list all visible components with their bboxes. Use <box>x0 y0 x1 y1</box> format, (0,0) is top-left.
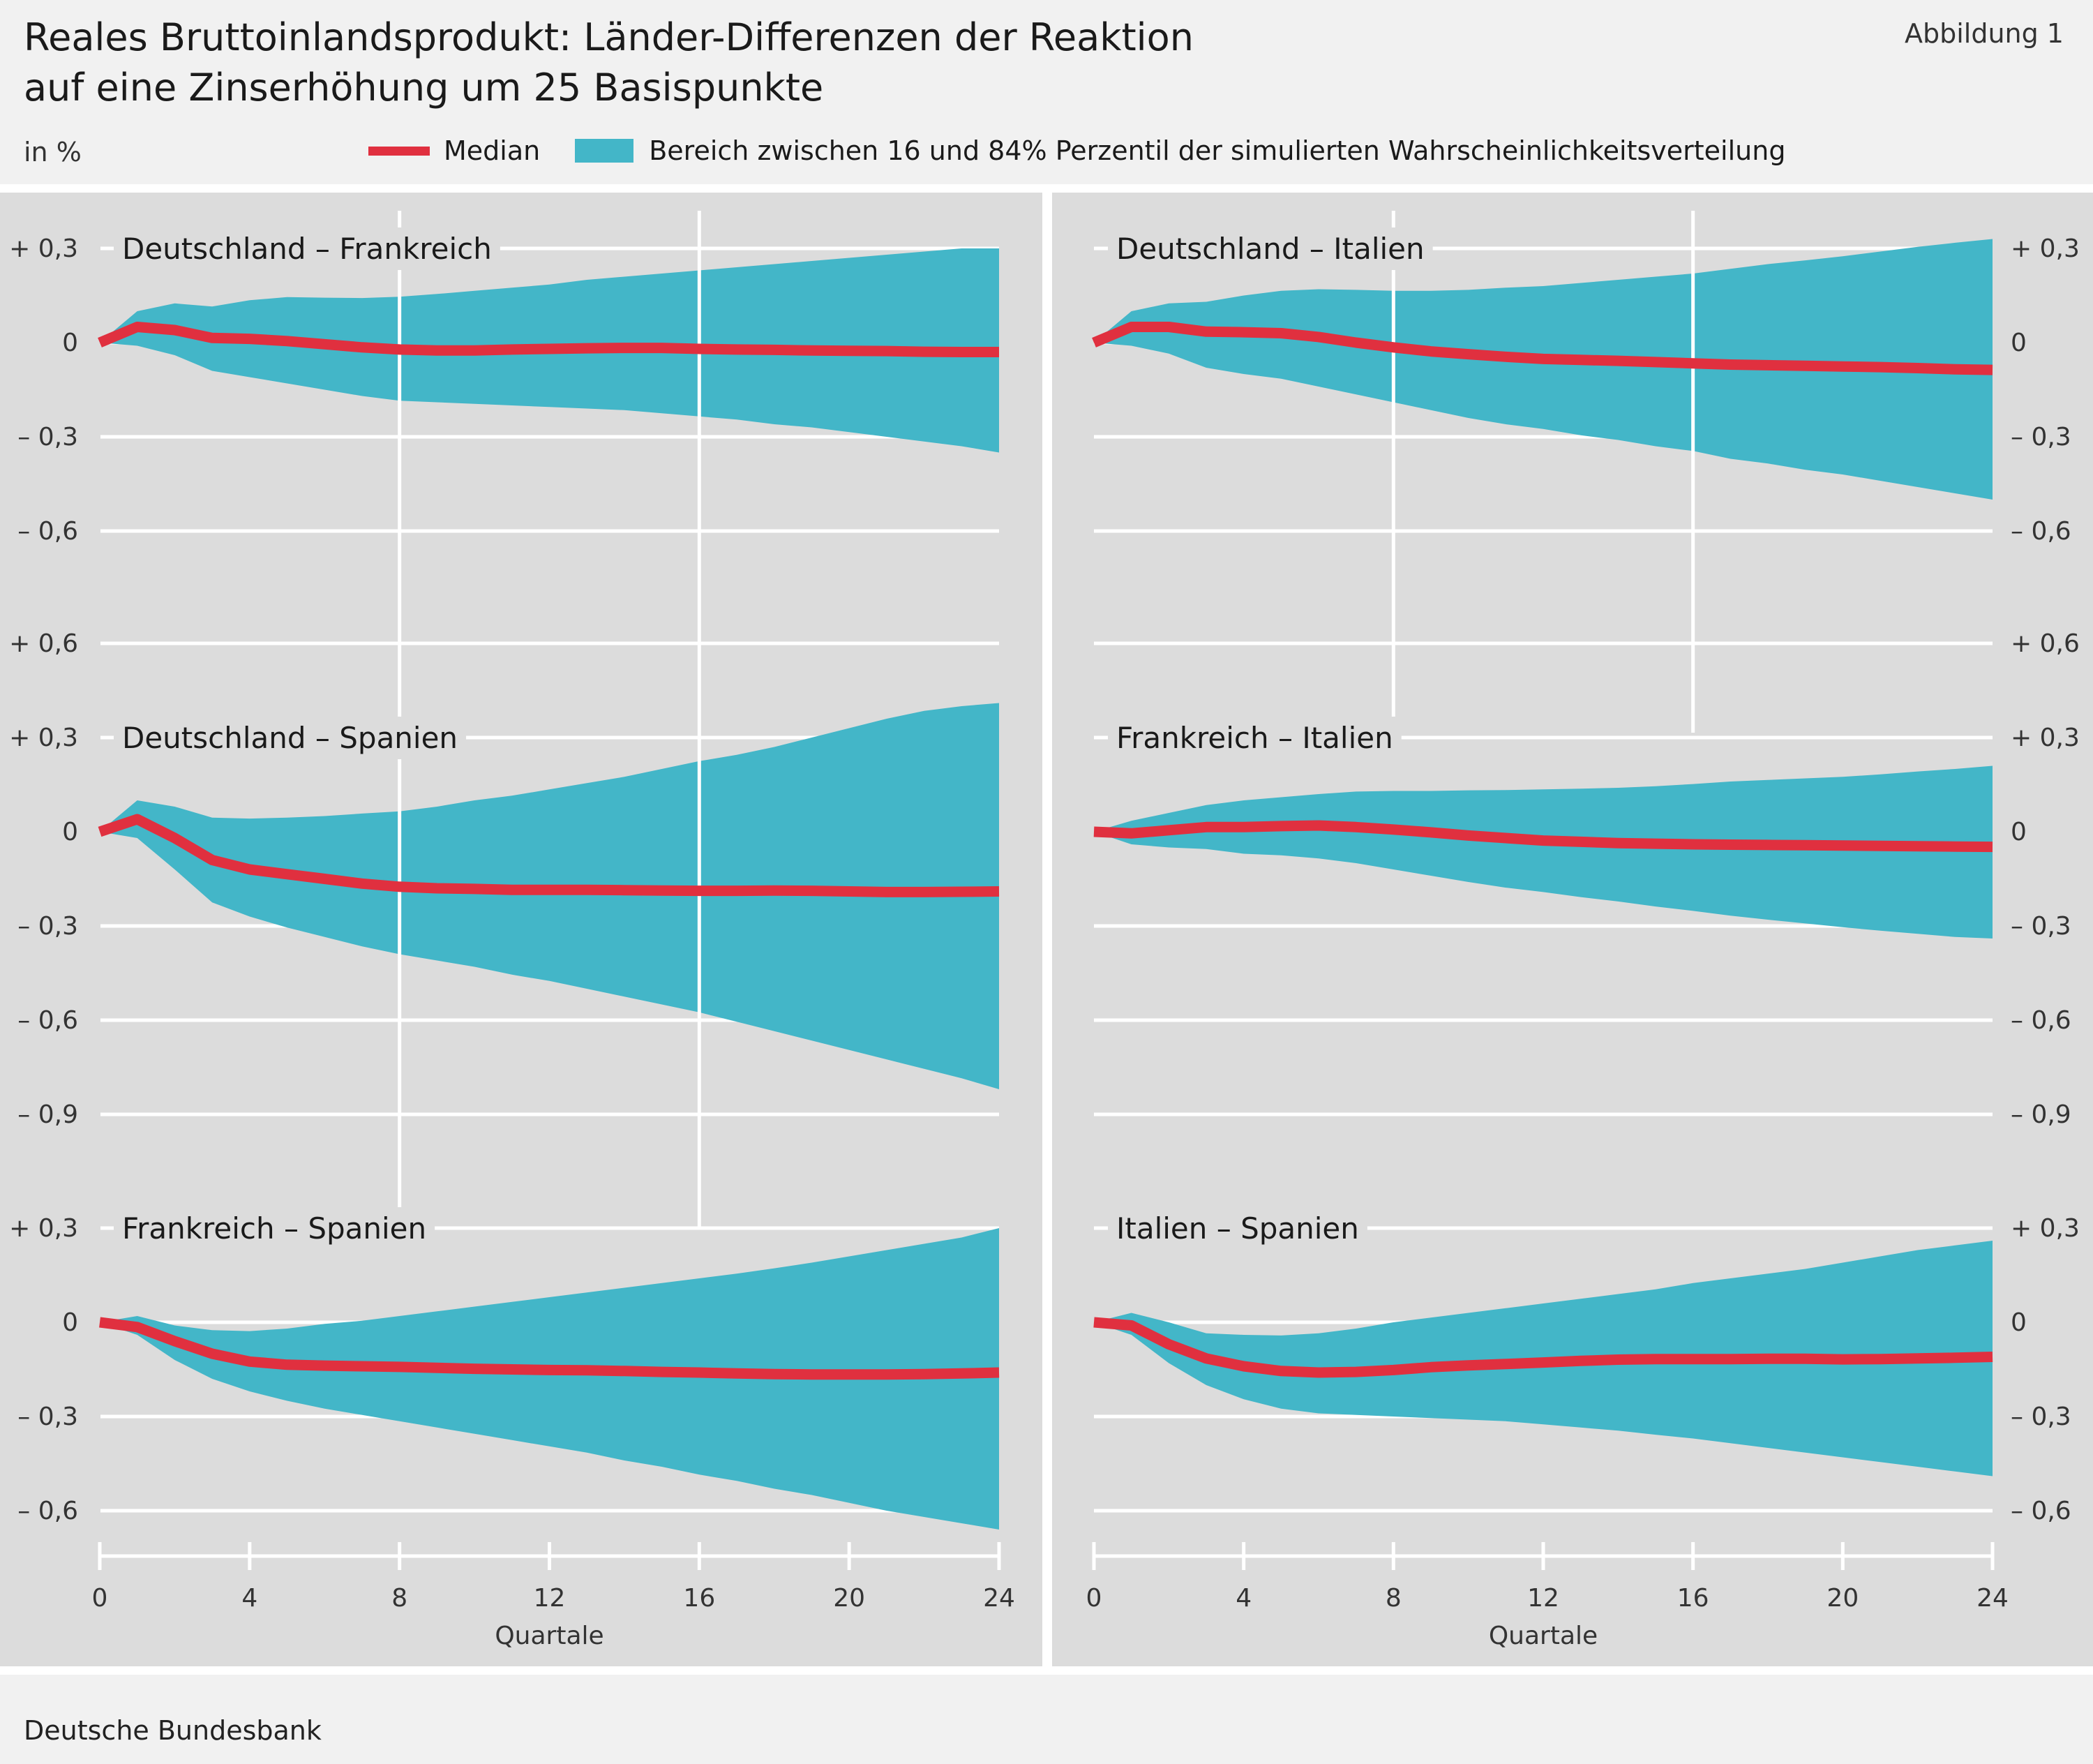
legend: Median Bereich zwischen 16 und 84% Perze… <box>368 135 1820 166</box>
x-tick-label-right: 12 <box>1527 1584 1559 1613</box>
y-tick-label-right-top: 0 <box>2011 329 2027 357</box>
panel-title-background <box>114 1207 435 1250</box>
median-line-frankreich-spanien <box>99 1317 1000 1380</box>
panel-title-frankreich-spanien: Frankreich – Spanien <box>122 1211 426 1246</box>
x-axis-label-right: Quartale <box>1489 1622 1598 1650</box>
y-tick-label-left-top: 0 <box>62 329 78 357</box>
y-tick-label-left-middle: 0 <box>62 818 78 846</box>
y-tick-label-left-top: – 0,3 <box>17 423 78 451</box>
legend-band-label: Bereich zwischen 16 und 84% Perzentil de… <box>649 135 1786 166</box>
x-tick-label-left: 20 <box>833 1584 865 1613</box>
panel-title-deutschland-spanien: Deutschland – Spanien <box>122 721 458 755</box>
band-frankreich-italien <box>1094 765 1993 939</box>
y-tick-label-right-bottom: 0 <box>2011 1308 2027 1337</box>
x-tick-label-left: 4 <box>241 1584 257 1613</box>
x-tick-label-right: 16 <box>1677 1584 1709 1613</box>
band-deutschland-italien <box>1094 239 1993 500</box>
x-tick-label-right: 4 <box>1236 1584 1252 1613</box>
legend-item-band: Bereich zwischen 16 und 84% Perzentil de… <box>575 135 1785 166</box>
y-tick-label-left-top: – 0,6 <box>17 517 78 546</box>
y-tick-label-right-bottom: – 0,3 <box>2011 1403 2071 1431</box>
panel-title-deutschland-italien: Deutschland – Italien <box>1116 232 1425 266</box>
panel-title-background <box>1108 717 1402 759</box>
y-tick-label-left-middle: – 0,9 <box>17 1100 78 1129</box>
median-lines <box>98 322 1993 1380</box>
x-tick-label-left: 8 <box>391 1584 407 1613</box>
y-tick-label-left-middle: + 0,3 <box>9 724 78 752</box>
chart-title-line-2: auf eine Zinserhöhung um 25 Basispunkte <box>24 66 824 110</box>
y-tick-label-left-bottom: – 0,3 <box>17 1403 78 1431</box>
panel-title-deutschland-frankreich: Deutschland – Frankreich <box>122 232 492 266</box>
chart-title: Reales Bruttoinlandsprodukt: Länder-Diff… <box>24 13 1194 113</box>
median-line-italien-spanien <box>1093 1317 1993 1378</box>
y-tick-label-right-middle: + 0,6 <box>2011 629 2080 658</box>
panel-title-background <box>114 227 500 270</box>
source-note: Deutsche Bundesbank <box>24 1715 322 1746</box>
labels: + 0,3 0 – 0,3 – 0,6 + 0,6 + 0,3 0 – 0,3 – 0,6 – 0… <box>9 227 2080 1650</box>
y-tick-label-left-middle: + 0,6 <box>9 629 78 658</box>
unit-label: in % <box>24 137 82 167</box>
panel-title-italien-spanien: Italien – Spanien <box>1116 1211 1359 1246</box>
y-tick-label-right-top: – 0,3 <box>2011 423 2071 451</box>
median-line-deutschland-frankreich <box>98 322 999 357</box>
y-tick-label-left-bottom: – 0,6 <box>17 1497 78 1525</box>
chart-title-line-1: Reales Bruttoinlandsprodukt: Länder-Diff… <box>24 15 1194 59</box>
y-tick-label-left-bottom: 0 <box>62 1308 78 1337</box>
band-swatch <box>575 139 634 163</box>
y-tick-label-left-middle: – 0,6 <box>17 1006 78 1035</box>
x-tick-label-left: 12 <box>534 1584 566 1613</box>
x-tick-label-right: 8 <box>1386 1584 1402 1613</box>
legend-median-label: Median <box>444 135 541 166</box>
y-tick-label-right-middle: + 0,3 <box>2011 724 2080 752</box>
band-frankreich-spanien <box>100 1228 999 1530</box>
y-tick-label-right-bottom: – 0,6 <box>2011 1497 2071 1525</box>
x-tick-label-right: 0 <box>1086 1584 1102 1613</box>
y-tick-label-right-middle: 0 <box>2011 818 2027 846</box>
x-tick-label-right: 20 <box>1826 1584 1859 1613</box>
y-tick-label-right-bottom: + 0,3 <box>2011 1214 2080 1243</box>
frame-divider-middle <box>1042 184 1052 1666</box>
y-tick-label-right-middle: – 0,9 <box>2011 1100 2071 1129</box>
y-tick-label-right-top: + 0,3 <box>2011 234 2080 263</box>
median-swatch <box>368 146 430 156</box>
panel-title-background <box>1108 227 1433 270</box>
y-tick-label-right-middle: – 0,3 <box>2011 912 2071 941</box>
panel-title-background <box>1108 1207 1367 1250</box>
y-tick-label-left-middle: – 0,3 <box>17 912 78 941</box>
x-tick-label-left: 0 <box>92 1584 108 1613</box>
y-tick-label-left-bottom: + 0,3 <box>9 1214 78 1243</box>
median-line-frankreich-italien <box>1093 820 1993 853</box>
band-deutschland-spanien <box>100 703 999 1089</box>
median-line-deutschland-italien <box>1092 322 1993 375</box>
y-tick-label-right-top: – 0,6 <box>2011 517 2071 546</box>
x-tick-label-left: 16 <box>683 1584 715 1613</box>
legend-item-median: Median <box>368 135 540 166</box>
x-tick-label-left: 24 <box>983 1584 1015 1613</box>
x-tick-label-right: 24 <box>1976 1584 2009 1613</box>
y-tick-label-left-top: + 0,3 <box>9 234 78 263</box>
figure-number: Abbildung 1 <box>1904 18 2064 49</box>
panel-title-background <box>114 717 467 759</box>
frame-divider-bottom <box>0 1666 2093 1675</box>
median-line-deutschland-spanien <box>98 814 1000 897</box>
y-tick-label-right-middle: – 0,6 <box>2011 1006 2071 1035</box>
x-axis-label-left: Quartale <box>495 1622 603 1650</box>
panel-title-frankreich-italien: Frankreich – Italien <box>1116 721 1393 755</box>
